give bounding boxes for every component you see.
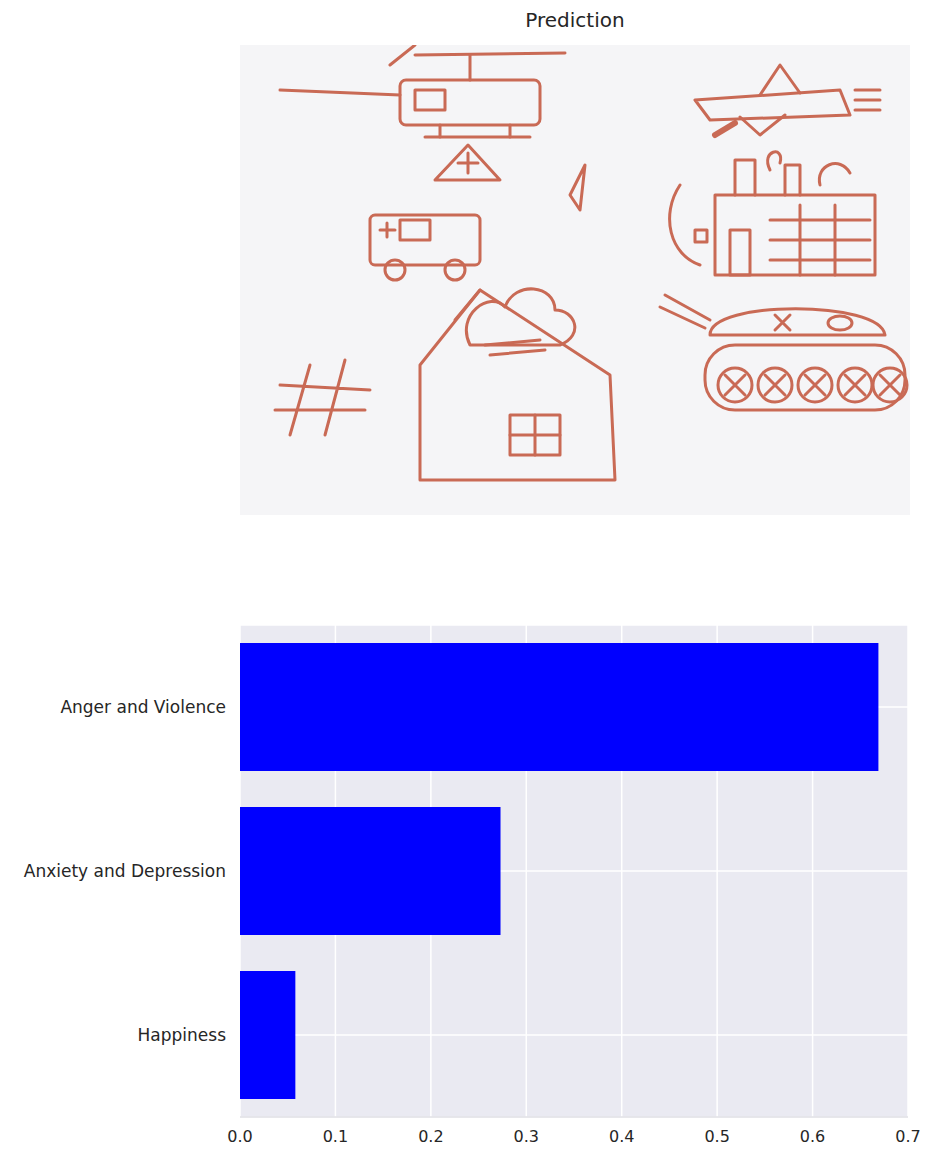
svg-text:0.4: 0.4: [609, 1127, 634, 1146]
svg-text:Anger and Violence: Anger and Violence: [60, 697, 226, 717]
svg-text:0.6: 0.6: [800, 1127, 825, 1146]
svg-text:0.3: 0.3: [514, 1127, 539, 1146]
svg-text:0.1: 0.1: [323, 1127, 348, 1146]
svg-text:Happiness: Happiness: [138, 1025, 227, 1045]
html-text:Prediction: Prediction: [525, 8, 625, 32]
svg-text:0.2: 0.2: [418, 1127, 443, 1146]
svg-text:0.0: 0.0: [227, 1127, 252, 1146]
svg-text:Anxiety and Depression: Anxiety and Depression: [24, 861, 226, 881]
svg-text:0.7: 0.7: [895, 1127, 920, 1146]
svg-text:0.5: 0.5: [704, 1127, 729, 1146]
